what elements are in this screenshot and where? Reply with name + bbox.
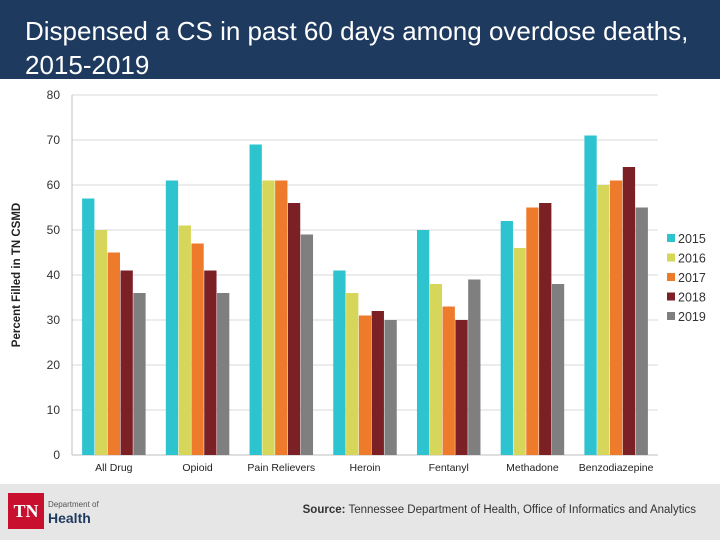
bar-pain-relievers-2015 <box>249 144 262 455</box>
bar-heroin-2015 <box>333 270 346 455</box>
bar-pain-relievers-2018 <box>287 203 301 455</box>
bar-all-drug-2017 <box>107 252 121 455</box>
y-tick-label: 10 <box>47 403 61 417</box>
bar-opioid-2018 <box>204 270 217 455</box>
legend-label-2019: 2019 <box>678 310 706 324</box>
y-tick-label: 40 <box>47 268 61 282</box>
legend-label-2016: 2016 <box>678 252 706 266</box>
bar-chart: 0 10 20 30 40 50 60 70 80 Percent Filled in TN CS… <box>11 88 706 474</box>
bar-all-drug-2016 <box>94 230 108 455</box>
y-tick-label: 20 <box>47 358 61 372</box>
title-bar <box>0 0 720 79</box>
bar-benzodiazepine-2016 <box>597 185 610 455</box>
legend-swatch-2019 <box>667 312 675 320</box>
chart-title: Dispensed a CS in past 60 days among ove… <box>25 16 689 80</box>
source-label: Source: <box>302 504 346 516</box>
bar-benzodiazepine-2017 <box>609 180 623 455</box>
x-tick-label: All Drug <box>95 462 133 474</box>
legend-swatch-2015 <box>667 234 675 242</box>
legend-swatch-2016 <box>667 253 675 262</box>
y-tick-label: 60 <box>47 178 61 192</box>
bar-benzodiazepine-2018 <box>622 167 636 455</box>
logo-health-text: Health <box>48 510 91 526</box>
y-tick-label: 30 <box>47 313 61 327</box>
bar-heroin-2019 <box>384 320 397 455</box>
x-tick-label: Heroin <box>350 462 381 474</box>
bar-heroin-2017 <box>358 315 372 455</box>
bar-pain-relievers-2019 <box>300 234 314 455</box>
bar-methadone-2016 <box>513 248 526 455</box>
bar-pain-relievers-2017 <box>275 180 288 455</box>
y-tick-label: 0 <box>53 448 60 462</box>
bar-heroin-2018 <box>371 311 384 455</box>
bar-benzodiazepine-2019 <box>635 207 648 455</box>
x-tick-label: Opioid <box>182 462 213 474</box>
bar-all-drug-2018 <box>120 270 133 455</box>
bar-fentanyl-2016 <box>429 284 443 455</box>
legend-label-2018: 2018 <box>678 291 706 305</box>
logo-mark: TN <box>8 493 44 529</box>
x-tick-label: Pain Relievers <box>247 462 315 474</box>
tn-health-logo: TN Department of Health <box>8 493 118 533</box>
legend-swatch-2017 <box>667 273 675 281</box>
x-tick-label: Benzodiazepine <box>579 462 654 474</box>
x-tick-label: Fentanyl <box>429 462 469 474</box>
bar-benzodiazepine-2015 <box>584 135 597 455</box>
bar-all-drug-2015 <box>82 198 95 455</box>
x-tick-label: Methadone <box>506 462 559 474</box>
y-tick-label: 70 <box>47 133 61 147</box>
bar-heroin-2016 <box>346 293 359 455</box>
bar-fentanyl-2017 <box>442 306 455 455</box>
bar-fentanyl-2019 <box>468 279 481 455</box>
logo-department-text: Department of <box>48 500 99 509</box>
bar-opioid-2019 <box>217 293 230 455</box>
bar-methadone-2017 <box>526 207 539 455</box>
source-note: Source: Tennessee Department of Health, … <box>303 504 696 516</box>
bar-opioid-2015 <box>165 180 179 455</box>
bar-methadone-2019 <box>551 284 565 455</box>
bar-opioid-2017 <box>191 243 204 455</box>
bar-pain-relievers-2016 <box>262 180 275 455</box>
footer-band <box>0 484 720 540</box>
bar-all-drug-2019 <box>133 293 146 455</box>
bar-fentanyl-2015 <box>416 230 430 455</box>
bar-methadone-2018 <box>539 203 552 455</box>
y-tick-label: 80 <box>47 88 61 102</box>
legend-label-2017: 2017 <box>678 271 706 285</box>
y-tick-label: 50 <box>47 223 61 237</box>
bar-opioid-2016 <box>178 225 191 455</box>
legend-label-2015: 2015 <box>678 232 706 246</box>
y-axis-label: Percent Filled in TN CSMD <box>11 203 23 347</box>
bar-methadone-2015 <box>500 221 513 455</box>
source-text: Tennessee Department of Health, Office o… <box>348 504 696 516</box>
bar-fentanyl-2018 <box>455 320 468 455</box>
legend-swatch-2018 <box>667 292 675 301</box>
